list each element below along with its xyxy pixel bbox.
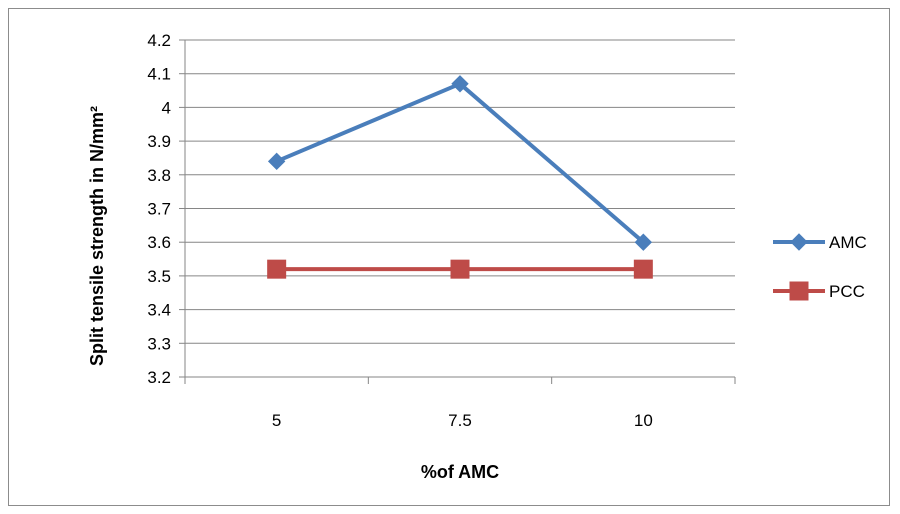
x-tick-label: 5 [272, 411, 281, 430]
y-tick-label: 3.5 [147, 267, 171, 286]
y-tick-label: 3.7 [147, 200, 171, 219]
series-layer [267, 75, 653, 279]
legend-label-pcc: PCC [829, 282, 865, 301]
y-tick-label: 3.4 [147, 301, 171, 320]
y-tick-label: 4.1 [147, 65, 171, 84]
y-tick-label: 3.8 [147, 166, 171, 185]
x-axis-title: %of AMC [421, 462, 499, 482]
data-point-amc [451, 75, 469, 93]
gridlines [185, 39, 735, 344]
legend: AMC PCC [773, 233, 867, 301]
axes [179, 39, 736, 384]
data-point-pcc [267, 259, 287, 279]
legend-marker-pcc [789, 281, 809, 301]
y-tick-labels: 3.2 3.3 3.4 3.5 3.6 3.7 3.8 3.9 4 4.1 4.2 [147, 31, 171, 387]
y-tick-label: 4.2 [147, 31, 171, 50]
data-point-amc [267, 152, 286, 171]
data-point-amc [634, 233, 653, 251]
legend-label-amc: AMC [829, 233, 867, 252]
y-tick-label: 4 [162, 98, 171, 117]
chart-frame [8, 8, 890, 506]
x-tick-label: 10 [634, 411, 653, 430]
data-point-pcc [633, 259, 653, 279]
y-axis-title: Split tensile strength in N/mm² [87, 106, 107, 366]
y-tick-label: 3.9 [147, 132, 171, 151]
x-tick-label: 7.5 [448, 411, 472, 430]
y-tick-label: 3.3 [147, 334, 171, 353]
x-tick-labels: 5 7.5 10 [272, 411, 653, 430]
y-tick-label: 3.6 [147, 233, 171, 252]
y-tick-label: 3.2 [147, 368, 171, 387]
legend-marker-amc [790, 233, 808, 251]
data-point-pcc [450, 259, 470, 279]
